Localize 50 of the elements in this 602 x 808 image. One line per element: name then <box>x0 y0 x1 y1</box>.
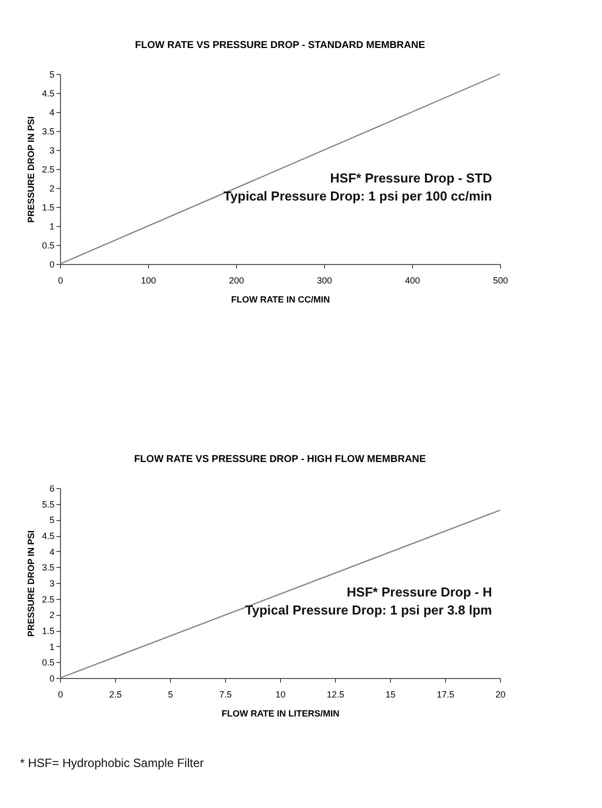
x-tick-label: 20 <box>495 690 506 700</box>
annotation: Typical Pressure Drop: 1 psi per 100 cc/min <box>223 188 492 204</box>
y-tick-label: 0 <box>49 260 54 270</box>
x-tick-label: 200 <box>228 276 244 286</box>
y-tick-label: 3.5 <box>42 126 54 136</box>
y-tick-label: 4.5 <box>42 88 54 98</box>
y-tick-label: 2 <box>49 184 54 194</box>
x-tick-label: 10 <box>275 690 286 700</box>
y-tick-label: 1 <box>49 642 54 652</box>
y-tick-label: 1.5 <box>42 626 54 636</box>
x-axis-title: FLOW RATE IN CC/MIN <box>231 294 330 304</box>
y-tick-label: 5 <box>49 70 54 80</box>
x-tick-label: 400 <box>404 276 420 286</box>
y-tick-label: 5.5 <box>42 499 54 510</box>
y-tick-label: 0.5 <box>42 240 54 250</box>
x-tick-label: 12.5 <box>326 690 344 700</box>
y-tick-label: 3.5 <box>42 562 54 573</box>
x-tick-label: 7.5 <box>219 690 232 700</box>
y-axis-title: PRESSURE DROP IN PSI <box>26 530 36 637</box>
y-tick-label: 0 <box>49 674 54 684</box>
annotation: HSF* Pressure Drop - STD <box>330 170 492 186</box>
text: * HSF= Hydrophobic Sample Filter <box>20 756 204 770</box>
y-tick-label: 2.5 <box>42 164 54 174</box>
y-tick-label: 0.5 <box>42 658 54 668</box>
y-tick-label: 2 <box>49 610 54 620</box>
x-tick-label: 15 <box>385 690 396 700</box>
x-tick-label: 0 <box>58 276 64 286</box>
annotation: HSF* Pressure Drop - H <box>346 584 492 600</box>
x-tick-label: 0 <box>58 690 64 700</box>
y-tick-label: 2.5 <box>42 594 54 604</box>
y-tick-label: 1.5 <box>42 202 54 212</box>
chart-title: FLOW RATE VS PRESSURE DROP - STANDARD MEMBRANE <box>134 40 426 51</box>
annotation: Typical Pressure Drop: 1 psi per 3.8 lpm <box>245 602 492 618</box>
y-axis-title: PRESSURE DROP IN PSI <box>26 116 36 223</box>
y-tick-label: 6 <box>49 484 54 494</box>
x-axis-title: FLOW RATE IN LITERS/MIN <box>222 708 340 718</box>
y-tick-label: 3 <box>49 578 54 588</box>
y-tick-label: 4.5 <box>42 531 54 541</box>
x-tick-label: 500 <box>492 276 508 286</box>
y-tick-label: 5 <box>49 515 54 526</box>
y-tick-label: 4 <box>49 546 54 557</box>
x-tick-label: 300 <box>316 276 332 286</box>
x-tick-label: 2.5 <box>109 690 122 700</box>
y-tick-label: 4 <box>49 108 54 118</box>
x-tick-label: 100 <box>140 276 156 286</box>
x-tick-label: 5 <box>168 690 174 700</box>
x-tick-label: 17.5 <box>436 690 454 700</box>
y-tick-label: 1 <box>49 222 54 232</box>
y-tick-label: 3 <box>49 146 54 156</box>
chart-title: FLOW RATE VS PRESSURE DROP - HIGH FLOW MEMBRANE <box>134 454 426 465</box>
